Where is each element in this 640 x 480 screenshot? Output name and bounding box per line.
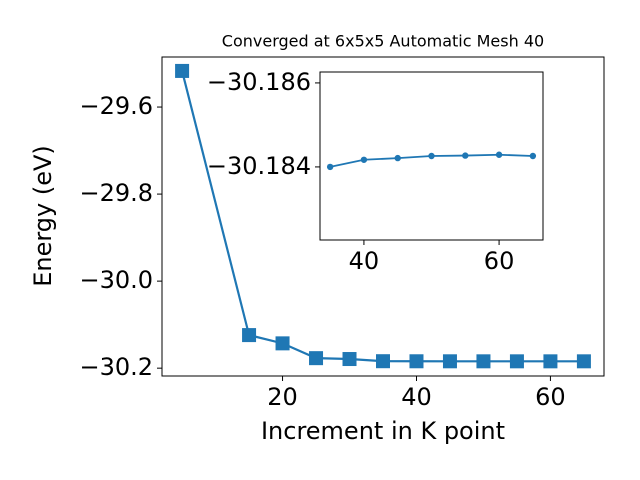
- marker: [309, 351, 324, 366]
- y-tick-label: −29.6: [79, 92, 153, 120]
- marker: [275, 336, 290, 351]
- marker: [576, 354, 591, 369]
- axes-frame: [161, 56, 605, 377]
- marker: [376, 354, 390, 369]
- marker: [529, 152, 537, 160]
- chart-title: Converged at 6x5x5 Automatic Mesh 40: [222, 32, 544, 51]
- y-tick-label: −30.184: [207, 152, 311, 180]
- x-tick-label: 40: [401, 383, 432, 411]
- marker: [495, 151, 503, 158]
- marker: [342, 352, 357, 367]
- x-tick-label: 20: [267, 383, 298, 411]
- y-tick-label: −30.2: [79, 353, 153, 381]
- marker: [242, 328, 257, 343]
- y-axis-label: Energy (eV): [29, 145, 57, 287]
- marker: [442, 354, 457, 369]
- x-tick-label: 40: [349, 247, 380, 275]
- x-tick-label: 60: [535, 383, 566, 411]
- x-axis-label: Increment in K point: [261, 417, 505, 445]
- y-tick-label: −30.0: [79, 266, 153, 294]
- marker: [476, 354, 491, 369]
- marker: [543, 354, 558, 369]
- marker: [394, 154, 401, 162]
- y-tick-label: −30.186: [207, 68, 311, 96]
- marker: [462, 152, 469, 159]
- marker: [360, 156, 368, 163]
- marker: [509, 354, 524, 369]
- y-tick-label: −29.8: [79, 179, 153, 207]
- marker: [428, 152, 435, 160]
- axes-frame: [319, 71, 544, 241]
- marker: [175, 63, 190, 78]
- marker: [326, 163, 334, 171]
- marker: [409, 354, 424, 369]
- x-tick-label: 60: [484, 247, 515, 275]
